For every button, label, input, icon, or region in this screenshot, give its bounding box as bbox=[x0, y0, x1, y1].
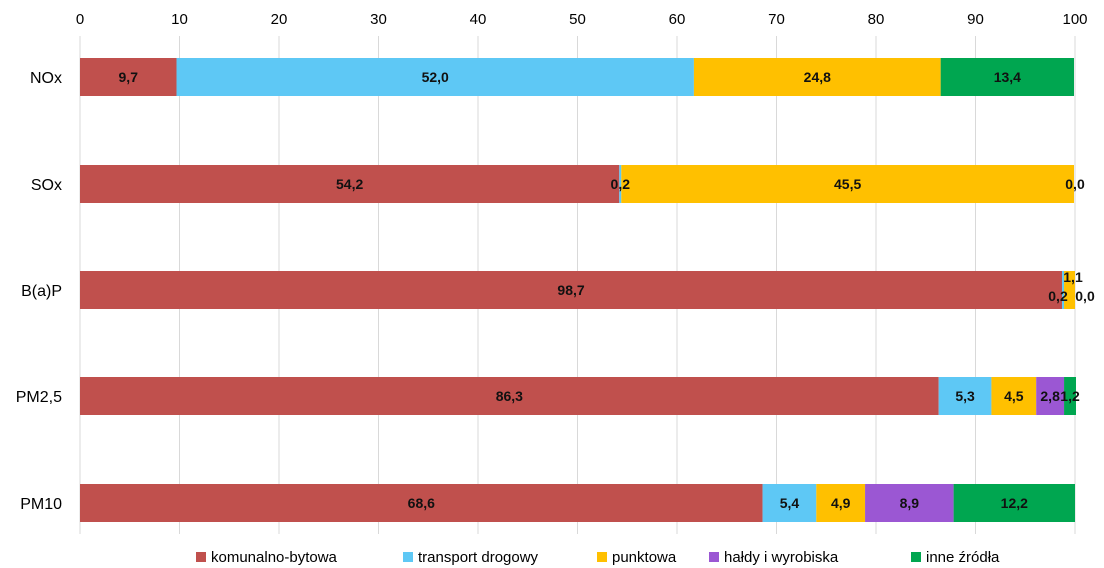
data-label: 5,4 bbox=[780, 495, 800, 511]
x-tick-label: 40 bbox=[470, 11, 487, 28]
x-tick-label: 0 bbox=[76, 11, 84, 28]
category-labels: NOx SOx B(a)P PM2,5 PM10 bbox=[16, 70, 62, 513]
data-label: 45,5 bbox=[834, 176, 861, 192]
bar-segment bbox=[762, 484, 817, 522]
category-label: SOx bbox=[31, 177, 62, 194]
data-label: 0,2 bbox=[611, 176, 631, 192]
legend-label: punktowa bbox=[612, 549, 677, 566]
legend: komunalno-bytowa transport drogowy punktow… bbox=[196, 549, 1000, 566]
bar-segment bbox=[816, 484, 866, 522]
bar-segment bbox=[80, 58, 177, 96]
category-label: NOx bbox=[30, 70, 62, 87]
category-label: PM10 bbox=[20, 496, 62, 513]
bar-segment bbox=[619, 165, 622, 203]
category-label: B(a)P bbox=[21, 283, 62, 300]
x-tick-label: 20 bbox=[271, 11, 288, 28]
legend-swatch bbox=[597, 552, 607, 562]
data-label: 98,7 bbox=[557, 282, 584, 298]
bar-segment bbox=[940, 58, 1075, 96]
bar-segment bbox=[80, 484, 763, 522]
data-label: 5,3 bbox=[955, 388, 975, 404]
data-label: 68,6 bbox=[408, 495, 435, 511]
bar-segment bbox=[991, 377, 1037, 415]
legend-item: punktowa bbox=[597, 549, 677, 566]
x-tick-label: 90 bbox=[967, 11, 984, 28]
legend-swatch bbox=[709, 552, 719, 562]
bar-segment bbox=[1062, 271, 1065, 309]
data-label: 4,5 bbox=[1004, 388, 1024, 404]
legend-item: komunalno-bytowa bbox=[196, 549, 338, 566]
bar-segment bbox=[1036, 377, 1065, 415]
bar-segment bbox=[80, 165, 620, 203]
data-label: 86,3 bbox=[496, 388, 523, 404]
bar-segment bbox=[1064, 271, 1075, 309]
data-label: 52,0 bbox=[422, 69, 449, 85]
legend-label: komunalno-bytowa bbox=[211, 549, 338, 566]
x-tick-label: 100 bbox=[1062, 11, 1087, 28]
legend-label: inne źródła bbox=[926, 549, 1000, 566]
data-label: 4,9 bbox=[831, 495, 851, 511]
bar-segment bbox=[80, 271, 1063, 309]
category-label: PM2,5 bbox=[16, 389, 62, 406]
data-label: 1,1 bbox=[1063, 269, 1083, 285]
legend-item: inne źródła bbox=[911, 549, 1000, 566]
data-label: 0,2 bbox=[1048, 288, 1068, 304]
bar-segment bbox=[865, 484, 954, 522]
x-tick-label: 70 bbox=[768, 11, 785, 28]
data-label: 0,0 bbox=[1065, 176, 1085, 192]
bars bbox=[80, 58, 1076, 522]
data-label: 13,4 bbox=[994, 69, 1021, 85]
legend-item: hałdy i wyrobiska bbox=[709, 549, 839, 566]
legend-swatch bbox=[911, 552, 921, 562]
legend-item: transport drogowy bbox=[403, 549, 539, 566]
x-axis-ticks: 0 10 20 30 40 50 60 70 80 90 100 bbox=[76, 11, 1088, 28]
data-label: 0,0 bbox=[1075, 288, 1095, 304]
legend-swatch bbox=[403, 552, 413, 562]
x-tick-label: 10 bbox=[171, 11, 188, 28]
bar-segment bbox=[1064, 377, 1076, 415]
data-label: 12,2 bbox=[1001, 495, 1028, 511]
data-label: 54,2 bbox=[336, 176, 363, 192]
data-label: 9,7 bbox=[119, 69, 139, 85]
x-tick-label: 30 bbox=[370, 11, 387, 28]
x-tick-label: 50 bbox=[569, 11, 586, 28]
bar-segment bbox=[176, 58, 694, 96]
data-label: 2,8 bbox=[1040, 388, 1060, 404]
x-tick-label: 80 bbox=[868, 11, 885, 28]
bar-segment bbox=[80, 377, 939, 415]
legend-label: transport drogowy bbox=[418, 549, 539, 566]
legend-label: hałdy i wyrobiska bbox=[724, 549, 839, 566]
data-label: 1,2 bbox=[1060, 388, 1080, 404]
data-labels: 9,7 52,0 24,8 13,4 54,2 0,2 45,5 0,0 98,7 0,2 1,1 0… bbox=[119, 69, 1095, 511]
x-tick-label: 60 bbox=[669, 11, 686, 28]
bar-segment bbox=[693, 58, 941, 96]
legend-swatch bbox=[196, 552, 206, 562]
bar-segment bbox=[938, 377, 992, 415]
bar-segment bbox=[953, 484, 1075, 522]
bar-segment bbox=[621, 165, 1075, 203]
data-label: 24,8 bbox=[804, 69, 831, 85]
data-label: 8,9 bbox=[900, 495, 920, 511]
